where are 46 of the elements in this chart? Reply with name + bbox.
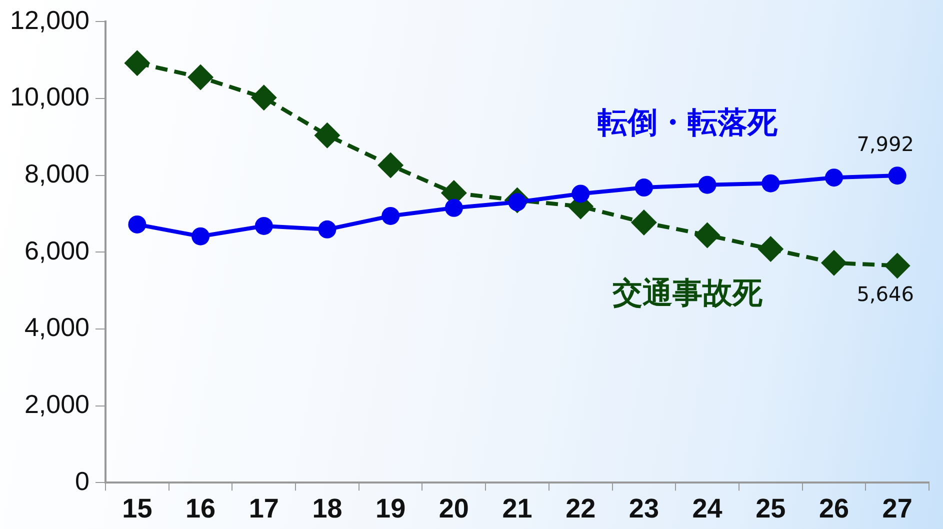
y-tick-label: 6,000 [24,235,90,266]
point [382,206,400,225]
series-label: 交通事故死 [611,276,764,311]
point [884,252,910,279]
data-label: 7,992 [856,132,914,156]
y-tick-label: 10,000 [10,82,90,112]
point [188,64,214,90]
x-tick-label: 23 [628,493,659,524]
point [254,216,273,235]
x-tick-label: 26 [818,493,850,524]
point [314,122,340,148]
y-tick-label: 12,000 [10,4,90,35]
x-tick-label: 16 [186,493,216,524]
point [318,220,336,238]
point [124,50,150,76]
point [572,184,590,203]
x-tick-label: 19 [376,493,406,524]
point [192,227,210,246]
x-tick-label: 25 [756,493,786,524]
point [634,178,653,197]
data-label: 5,646 [856,282,914,306]
point [758,236,784,262]
y-tick-label: 8,000 [24,158,90,188]
point [444,198,463,217]
y-tick-label: 0 [75,466,90,496]
x-tick-label: 22 [566,493,596,524]
y-tick-label: 4,000 [24,312,90,342]
x-tick-label: 20 [438,493,469,524]
point [888,166,906,185]
series-label: 転倒・転落死 [597,106,778,141]
point [824,168,843,187]
x-tick-label: 24 [692,493,722,524]
x-tick-label: 18 [312,493,342,524]
x-tick-label: 15 [122,493,152,524]
x-tick-label: 27 [882,493,912,524]
x-tick-label: 21 [502,493,532,524]
point [694,222,720,248]
point [630,210,657,236]
y-tick-label: 2,000 [24,388,90,419]
point [820,250,847,276]
point [250,84,277,111]
point [378,152,404,178]
point [128,215,146,234]
point [762,174,780,192]
point [698,176,716,194]
x-tick-label: 17 [248,493,279,524]
